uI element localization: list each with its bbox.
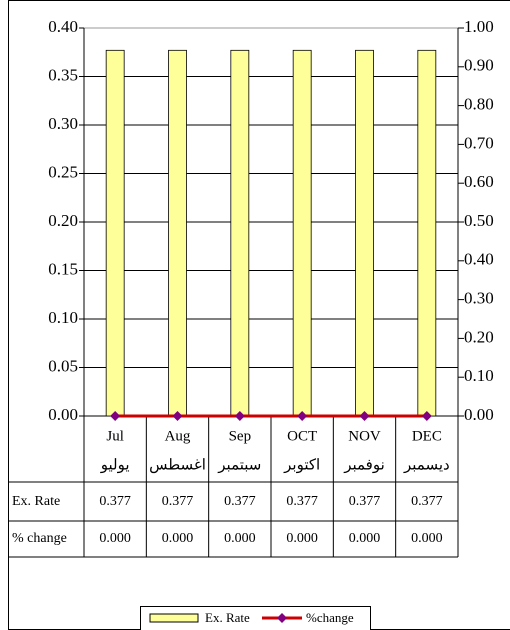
bar (230, 49, 250, 417)
marker (421, 411, 432, 421)
marker (359, 411, 370, 421)
table-cell: 0.377 (99, 494, 131, 509)
x-tick-label: Jul (106, 428, 124, 444)
table-cell: 0.377 (411, 494, 443, 509)
y-tick-label: 0.25 (48, 162, 78, 181)
x-tick-label-ar: نوفمبر (343, 457, 385, 473)
table-cell: 0.000 (349, 531, 381, 546)
legend-label: Ex. Rate (205, 610, 250, 625)
y2-tick-label: 0.90 (464, 56, 494, 75)
y-tick-label: 0.00 (48, 405, 78, 424)
x-tick-label-ar: سبتمبر (217, 457, 261, 473)
row-label: % change (12, 531, 67, 546)
row-label: Ex. Rate (12, 494, 60, 509)
y2-tick-label: 0.20 (464, 327, 494, 346)
y-tick-label: 0.30 (48, 114, 78, 133)
y-tick-label: 0.20 (48, 211, 78, 230)
x-tick-label: NOV (348, 428, 381, 444)
table-cell: 0.000 (286, 531, 318, 546)
legend-box (140, 606, 371, 630)
y-tick-label: 0.15 (48, 259, 78, 278)
y2-tick-label: 0.10 (464, 366, 494, 385)
y2-tick-label: 0.60 (464, 172, 494, 191)
table-cell: 0.377 (162, 494, 194, 509)
table-cell: 0.377 (286, 494, 318, 509)
table-cell: 0.377 (224, 494, 256, 509)
table-cell: 0.000 (224, 531, 256, 546)
y-tick-label: 0.35 (48, 65, 78, 84)
y2-tick-label: 0.40 (464, 250, 494, 269)
marker (234, 411, 245, 421)
y2-tick-label: 0.50 (464, 211, 494, 230)
bar (355, 49, 374, 417)
x-tick-label: OCT (287, 428, 317, 444)
x-tick-label-ar: اغسطس (149, 457, 206, 473)
y2-tick-label: 0.30 (464, 289, 494, 308)
table-cell: 0.000 (162, 531, 194, 546)
y-tick-label: 0.40 (48, 17, 78, 36)
x-tick-label-ar: يوليو (100, 457, 130, 473)
bar (417, 49, 437, 417)
x-tick-label: Sep (229, 428, 252, 444)
y2-tick-label: 0.00 (464, 405, 494, 424)
table-cell: 0.000 (411, 531, 443, 546)
y-tick-label: 0.10 (48, 308, 78, 327)
marker (110, 411, 121, 421)
bar (105, 49, 125, 417)
bar (168, 49, 187, 417)
x-tick-label: DEC (412, 428, 442, 444)
legend-label: %change (306, 610, 354, 625)
x-tick-label-ar: اكتوبر (283, 457, 320, 473)
y2-tick-label: 0.70 (464, 133, 494, 152)
bar (292, 49, 312, 417)
table-cell: 0.000 (99, 531, 131, 546)
y2-tick-label: 0.80 (464, 95, 494, 114)
y2-tick-label: 1.00 (464, 17, 494, 36)
marker (297, 411, 308, 421)
x-tick-label: Aug (165, 428, 191, 444)
x-tick-label-ar: ديسمبر (403, 457, 450, 473)
legend-marker (277, 613, 287, 623)
table-cell: 0.377 (349, 494, 381, 509)
y-tick-label: 0.05 (48, 356, 78, 375)
marker (172, 411, 183, 421)
legend-swatch (149, 613, 199, 623)
